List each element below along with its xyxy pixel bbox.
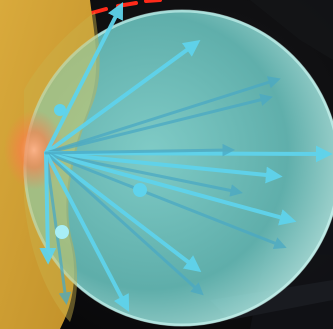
vector-arrow xyxy=(44,2,124,155)
vector-arrow xyxy=(44,151,243,197)
vector-arrow xyxy=(44,151,130,312)
small-sphere-upper xyxy=(54,104,66,116)
small-sphere-lower xyxy=(55,225,69,239)
vector-arrow xyxy=(44,151,72,305)
vector-arrow xyxy=(44,151,287,250)
vector-arrow xyxy=(44,76,281,155)
vector-arrow xyxy=(44,151,297,226)
vector-arrow xyxy=(44,143,236,157)
vector-arrows xyxy=(39,2,333,312)
vector-arrow xyxy=(39,151,57,265)
small-sphere-middle xyxy=(133,183,147,197)
vector-arrow xyxy=(44,151,283,184)
vector-arrow xyxy=(44,40,201,155)
vector-arrow xyxy=(44,93,273,155)
vector-arrow xyxy=(44,151,204,296)
small-spheres xyxy=(54,104,147,239)
vector-arrow xyxy=(44,151,202,273)
